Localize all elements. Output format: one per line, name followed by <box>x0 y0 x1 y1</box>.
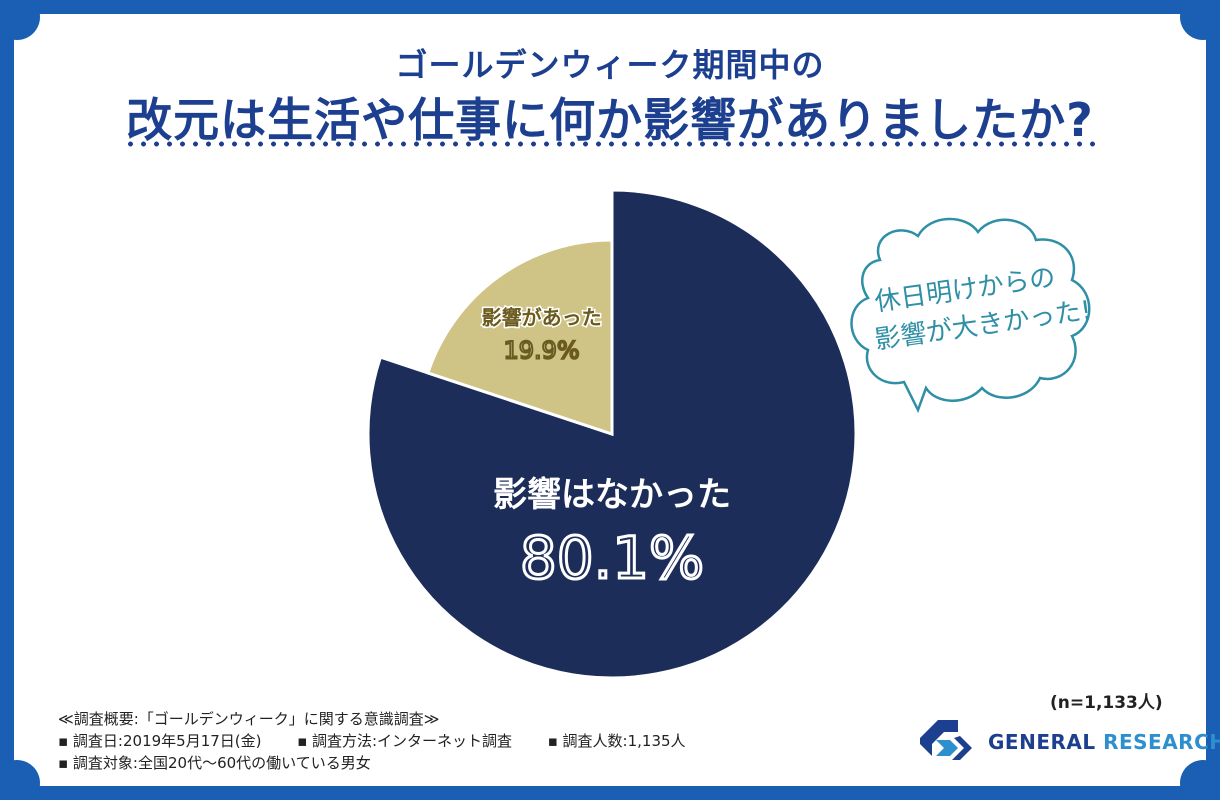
pie-slice <box>366 188 858 680</box>
corner-decoration <box>1180 0 1220 40</box>
speech-bubble <box>850 217 1091 414</box>
brand-name-part1: GENERAL <box>988 730 1096 754</box>
sample-size: (n=1,133人) <box>1050 693 1163 713</box>
slice-label: 影響があった <box>482 305 602 329</box>
logo-mark-icon <box>920 720 972 760</box>
survey-row: ▪ 調査日:2019年5月17日(金) ▪ 調査方法:インターネット調査 ▪ 調… <box>58 730 686 752</box>
dotted-divider <box>124 140 1096 148</box>
brand-name: GENERAL RESEARCH <box>988 730 1220 754</box>
survey-date: ▪ 調査日:2019年5月17日(金) <box>58 732 262 750</box>
slice-value-label: 19.9% <box>503 336 579 364</box>
survey-heading: ≪調査概要:「ゴールデンウィーク」に関する意識調査≫ <box>58 710 440 728</box>
survey-notes: ≪調査概要:「ゴールデンウィーク」に関する意識調査≫ ▪ 調査日:2019年5月… <box>58 708 686 774</box>
survey-method: ▪ 調査方法:インターネット調査 <box>297 732 513 750</box>
pie-slice <box>425 238 614 437</box>
survey-count: ▪ 調査人数:1,135人 <box>547 732 686 750</box>
brand-logo: GENERAL RESEARCH <box>916 718 1220 762</box>
brand-name-part2: RESEARCH <box>1103 730 1220 754</box>
survey-target: ▪ 調査対象:全国20代〜60代の働いている男女 <box>58 754 371 772</box>
title-line-1: ゴールデンウィーク期間中の <box>395 46 825 84</box>
corner-decoration <box>1180 760 1220 800</box>
slice-label: 影響はなかった <box>493 475 731 515</box>
corner-decoration <box>0 760 40 800</box>
slice-value-label: 80.1% <box>520 524 704 592</box>
title-line-2: 改元は生活や仕事に何か影響がありましたか? <box>126 93 1094 147</box>
